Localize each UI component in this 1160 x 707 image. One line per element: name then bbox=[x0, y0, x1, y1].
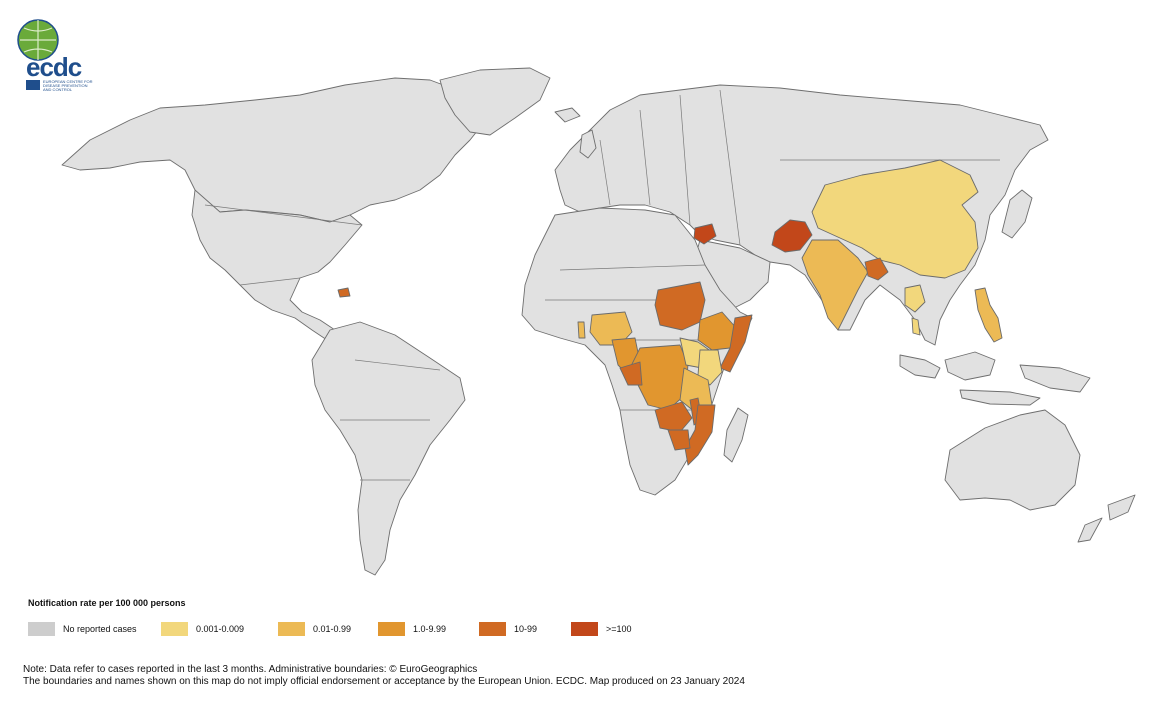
legend-item-2: 0.01-0.99 bbox=[278, 621, 351, 637]
country-kenya bbox=[697, 349, 723, 386]
legend-label: 1.0-9.99 bbox=[413, 624, 447, 634]
legend-item-3: 1.0-9.99 bbox=[378, 621, 446, 637]
land-iceland bbox=[554, 107, 581, 123]
country-ghana bbox=[577, 321, 586, 339]
legend-swatch bbox=[278, 622, 305, 636]
land-madagascar bbox=[723, 407, 749, 463]
country-philippines bbox=[974, 287, 1003, 343]
land-indonesia bbox=[899, 351, 1091, 406]
legend-label: 0.01-0.99 bbox=[313, 624, 352, 634]
land-north-america-north bbox=[61, 77, 491, 223]
country-bangladesh bbox=[864, 257, 889, 281]
country-thailand bbox=[904, 284, 926, 313]
note-line-2: The boundaries and names shown on this m… bbox=[23, 676, 745, 687]
legend-title: Notification rate per 100 000 persons bbox=[28, 598, 186, 608]
land-north-america-south bbox=[191, 189, 363, 346]
legend-item-1: 0.001-0.009 bbox=[161, 621, 244, 637]
legend: No reported cases 0.001-0.009 0.01-0.99 … bbox=[28, 621, 668, 637]
logo-globe-lines bbox=[20, 20, 56, 60]
country-congo bbox=[619, 361, 643, 386]
country-somalia bbox=[719, 314, 753, 373]
land-uk bbox=[579, 129, 597, 159]
legend-swatch bbox=[479, 622, 506, 636]
legend-label: >=100 bbox=[606, 624, 632, 634]
country-sudan bbox=[654, 281, 706, 331]
country-india bbox=[801, 239, 869, 331]
logo-wordmark: ecdc bbox=[26, 52, 82, 82]
country-zambia bbox=[654, 401, 693, 433]
legend-item-5: >=100 bbox=[571, 621, 632, 637]
country-haiti bbox=[337, 287, 351, 298]
legend-item-4: 10-99 bbox=[479, 621, 537, 637]
country-borders bbox=[204, 89, 1000, 481]
logo-line1: EUROPEAN CENTRE FOR bbox=[43, 79, 93, 84]
land-new-zealand bbox=[1077, 494, 1136, 543]
land-japan bbox=[1001, 189, 1033, 239]
world-map: ecdc EUROPEAN CENTRE FOR DISEASE PREVENT… bbox=[17, 19, 1136, 576]
legend-label: 0.001-0.009 bbox=[196, 624, 245, 634]
eu-flag-icon bbox=[26, 80, 40, 90]
logo-line3: AND CONTROL bbox=[43, 87, 73, 92]
ecdc-logo: ecdc EUROPEAN CENTRE FOR DISEASE PREVENT… bbox=[17, 19, 93, 92]
land-australia bbox=[944, 409, 1081, 511]
country-afghanistan bbox=[771, 219, 813, 253]
country-zimbabwe bbox=[667, 429, 691, 451]
country-mozambique bbox=[684, 404, 716, 466]
country-malaysia bbox=[911, 317, 921, 336]
logo-line2: DISEASE PREVENTION bbox=[43, 83, 88, 88]
legend-swatch bbox=[378, 622, 405, 636]
land-greenland bbox=[439, 67, 551, 136]
country-china bbox=[811, 159, 979, 279]
country-syria bbox=[693, 223, 717, 245]
legend-label: 10-99 bbox=[514, 624, 538, 634]
legend-item-no-cases: No reported cases bbox=[28, 621, 137, 637]
note-line-1: Note: Data refer to cases reported in th… bbox=[23, 664, 478, 675]
choropleth-countries bbox=[337, 159, 1003, 466]
legend-label: No reported cases bbox=[63, 624, 137, 634]
legend-swatch bbox=[571, 622, 598, 636]
legend-swatch bbox=[161, 622, 188, 636]
legend-swatch bbox=[28, 622, 55, 636]
land-south-america bbox=[311, 321, 466, 576]
